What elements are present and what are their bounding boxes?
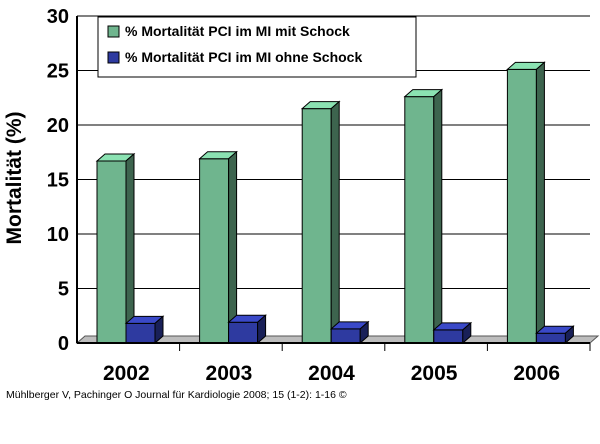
bar-ohne-schock (124, 315, 165, 345)
y-tick-labels: 0 5 10 15 20 25 30 (47, 6, 69, 355)
axes (76, 16, 591, 351)
y-tick-label: 30 (47, 6, 69, 28)
y-tick-label: 15 (47, 170, 69, 192)
bar-mit-schock (198, 150, 238, 345)
bar-ohne-schock (432, 321, 473, 345)
y-tick-label: 20 (47, 115, 69, 137)
bar-ohne-schock (535, 325, 575, 345)
bar-mit-schock (95, 152, 136, 345)
plot-area: 0 5 10 15 20 25 30 2002 2003 2004 2005 2006 (47, 6, 600, 385)
legend-label: % Mortalität PCI im MI ohne Schock (125, 49, 362, 65)
x-tick-label: 2003 (206, 362, 253, 385)
x-tick-label: 2006 (513, 362, 560, 385)
legend-box (97, 16, 417, 78)
legend-swatch (107, 51, 120, 64)
bar-mit-schock (300, 100, 341, 345)
source-caption: Mühlberger V, Pachinger O Journal für Ka… (6, 389, 347, 401)
bar-ohne-schock (227, 314, 267, 345)
bar-ohne-schock (329, 320, 370, 345)
bars (95, 61, 575, 345)
x-tick-label: 2004 (308, 362, 355, 385)
bar-mit-schock (506, 61, 546, 345)
bar-mit-schock (403, 88, 444, 345)
y-tick-label: 10 (47, 224, 69, 246)
x-tick-labels: 2002 2003 2004 2005 2006 (103, 362, 560, 385)
x-tick-label: 2005 (411, 362, 458, 385)
legend-swatch (107, 25, 120, 38)
x-tick-label: 2002 (103, 362, 150, 385)
y-tick-label: 0 (58, 333, 69, 355)
y-tick-label: 5 (58, 279, 69, 301)
y-tick-label: 25 (47, 61, 69, 83)
chart: 0 5 10 15 20 25 30 2002 2003 2004 2005 2006 Mortal… (3, 6, 600, 385)
legend-label: % Mortalität PCI im MI mit Schock (125, 23, 350, 39)
y-axis-label: Mortalität (%) (3, 112, 26, 245)
legend: % Mortalität PCI im MI mit Schock % Morta… (97, 16, 417, 78)
